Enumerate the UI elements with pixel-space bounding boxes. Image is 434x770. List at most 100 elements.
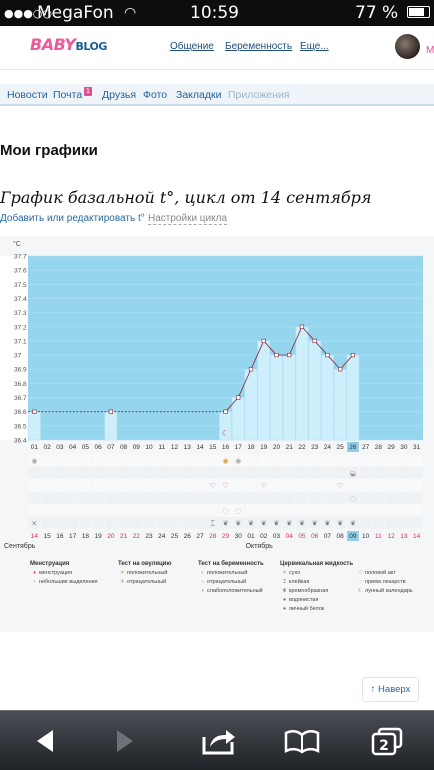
symbol-cell [143, 454, 156, 467]
temperature-point [108, 409, 113, 414]
tab-photo[interactable]: Фото [143, 89, 168, 101]
edit-temperature-link[interactable]: Добавить или редактировать t° [0, 213, 145, 224]
tabs-icon[interactable]: 2 [368, 725, 408, 757]
temperature-bar [257, 340, 271, 441]
symbol-cell [66, 504, 79, 517]
symbol-cell [232, 491, 245, 504]
egg-white-icon: ● [282, 606, 287, 612]
ovulation-negative-icon: ◉ [235, 457, 241, 465]
temperature-point [236, 395, 241, 400]
tab-news[interactable]: Новости [7, 89, 48, 101]
symbol-cell [79, 479, 92, 492]
symbol-cell [385, 479, 398, 492]
temperature-bar [333, 368, 347, 441]
highlight-day-box [347, 442, 359, 452]
symbol-cell [410, 454, 423, 467]
symbol-cell [53, 454, 66, 467]
symbol-cell [66, 479, 79, 492]
month-label-next: Октябрь [246, 542, 273, 550]
symbol-cell [206, 466, 219, 479]
cycle-day-label: 17 [69, 533, 77, 540]
symbol-cell [168, 504, 181, 517]
site-logo[interactable]: BABYBLOG [30, 35, 107, 54]
user-name-fragment[interactable]: М [426, 45, 434, 56]
x-day-label: 10 [145, 444, 153, 451]
tab-apps[interactable]: Приложения [228, 89, 290, 101]
dry-icon: × [282, 570, 287, 576]
symbol-cell [321, 491, 334, 504]
symbol-cell [308, 516, 321, 529]
symbol-cell [359, 516, 372, 529]
symbol-cell [117, 516, 130, 529]
bookmarks-icon[interactable] [282, 725, 322, 757]
symbol-cell [168, 491, 181, 504]
symbol-cell [194, 504, 206, 517]
symbol-cell [206, 491, 219, 504]
symbol-cell [130, 479, 143, 492]
temperature-bar [270, 354, 283, 441]
avatar[interactable] [395, 34, 420, 59]
symbol-cell [104, 504, 117, 517]
cycle-day-label: 26 [184, 533, 192, 540]
nav-more[interactable]: Еще... [300, 41, 329, 52]
y-axis-label: °C [13, 240, 21, 248]
x-day-label: 16 [222, 444, 230, 451]
wifi-icon: ◠ [124, 5, 137, 21]
back-to-top-button[interactable]: ↑ Наверх [362, 677, 419, 702]
symbol-cell [92, 466, 105, 479]
symbol-cell [257, 516, 270, 529]
creamy-icon: ❦ [337, 520, 343, 528]
cycle-settings-link[interactable]: Настройки цикла [148, 213, 228, 225]
ovulation-negative-icon: ◉ [31, 457, 37, 465]
symbol-cell [53, 504, 66, 517]
symbol-cell [385, 491, 398, 504]
symbol-cell [194, 516, 206, 529]
cycle-day-label: 04 [286, 533, 294, 540]
symbol-cell [66, 491, 79, 504]
cycle-day-label: 27 [196, 533, 204, 540]
tab-mail[interactable]: Почта [53, 89, 83, 101]
symbol-cell [372, 466, 385, 479]
temperature-line [339, 354, 354, 370]
symbol-cell [346, 479, 359, 492]
symbol-cell [206, 516, 219, 529]
symbol-cell [28, 504, 41, 517]
symbol-cell [321, 504, 334, 517]
nav-communication[interactable]: Общение [170, 41, 214, 52]
cycle-day-label: 25 [171, 533, 179, 540]
symbol-cell [346, 454, 359, 467]
battery-percent: 77 % [355, 3, 399, 23]
back-arrow-icon[interactable] [25, 725, 65, 757]
symbol-cell [206, 454, 219, 467]
y-axis-background [0, 256, 28, 440]
creamy-icon: ❦ [274, 520, 280, 528]
pill-icon: ◌ [358, 579, 363, 585]
symbol-cell [385, 504, 398, 517]
page-title: Мои графики [0, 142, 98, 159]
temperature-line [288, 326, 303, 356]
heart-icon: ♡ [210, 482, 216, 490]
symbol-cell [257, 491, 270, 504]
symbol-cell [321, 466, 334, 479]
share-icon[interactable] [198, 725, 238, 757]
symbol-cell [232, 504, 245, 517]
x-day-label: 17 [235, 444, 243, 451]
symbol-cell [168, 466, 181, 479]
x-day-label: 03 [56, 444, 64, 451]
legend-menstruation: Менструация ♦ менструация • небольшие выде… [30, 561, 98, 585]
cycle-day-label: 14 [31, 533, 39, 540]
symbol-cell [53, 516, 66, 529]
y-tick-label: 36.7 [14, 395, 27, 402]
svg-text:2: 2 [379, 738, 389, 754]
symbol-cell [92, 516, 105, 529]
symbol-cell [104, 454, 117, 467]
moon-icon: ☾ [358, 588, 363, 594]
ovulation-positive-icon: ◉ [222, 457, 228, 465]
nav-pregnancy[interactable]: Беременность [225, 41, 293, 52]
symbol-cell [130, 491, 143, 504]
tab-bookmarks[interactable]: Закладки [176, 89, 222, 101]
symbol-cell [155, 479, 168, 492]
x-day-label: 12 [171, 444, 179, 451]
forward-arrow-icon[interactable] [105, 725, 145, 757]
tab-friends[interactable]: Друзья [102, 89, 137, 101]
